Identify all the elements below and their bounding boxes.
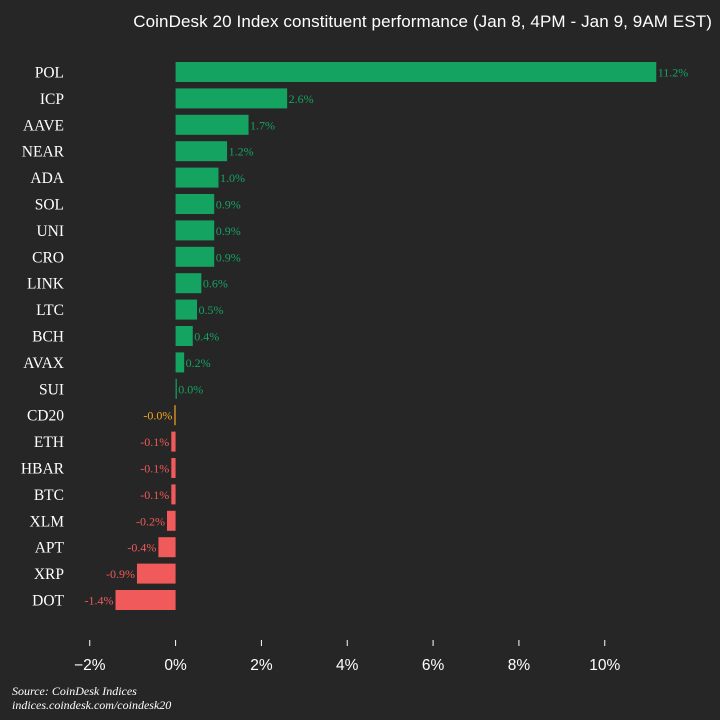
category-label: LTC (36, 302, 64, 319)
bar (175, 167, 219, 188)
value-label: 0.2% (186, 356, 211, 370)
category-label: HBAR (21, 461, 65, 478)
bar (171, 484, 176, 505)
bar (175, 220, 215, 241)
category-label: LINK (27, 276, 65, 293)
category-label: AVAX (23, 355, 64, 372)
bar (175, 273, 202, 294)
x-tick-label: 6% (422, 657, 445, 674)
bar (175, 62, 657, 82)
category-label: NEAR (22, 144, 65, 161)
category-label: UNI (36, 223, 64, 240)
bar (175, 352, 185, 373)
source-note: Source: CoinDesk Indices indices.coindes… (12, 684, 171, 712)
value-label: -0.1% (140, 462, 169, 476)
value-label: 0.9% (216, 198, 241, 212)
value-label: -0.4% (127, 541, 156, 555)
bar (175, 194, 215, 214)
x-tick-label: 8% (508, 657, 531, 674)
bar (175, 299, 198, 320)
bar (171, 458, 176, 478)
category-label: CRO (32, 249, 64, 266)
bar (175, 141, 228, 162)
bar (115, 590, 176, 610)
value-label: 0.5% (199, 303, 224, 317)
category-label: XLM (30, 513, 65, 530)
chart-title: CoinDesk 20 Index constituent performanc… (133, 12, 712, 31)
value-label: 0.6% (203, 277, 228, 291)
value-label: -0.1% (140, 435, 169, 449)
value-label: 0.4% (194, 330, 219, 344)
value-label: -0.2% (136, 514, 165, 528)
category-label: CD20 (27, 408, 64, 425)
bar (175, 326, 193, 346)
category-label: SUI (39, 381, 64, 398)
x-tick-label: 2% (250, 657, 273, 674)
x-tick-label: −2% (74, 657, 106, 674)
bar (167, 510, 176, 531)
category-label: XRP (34, 566, 64, 583)
category-label: BTC (34, 487, 64, 504)
x-tick-label: 10% (589, 657, 620, 674)
bar (175, 378, 177, 399)
category-label: ICP (40, 91, 64, 108)
value-label: 1.0% (220, 171, 245, 185)
value-label: 2.6% (289, 92, 314, 106)
bar (175, 114, 249, 135)
x-tick-label: 4% (336, 657, 359, 674)
category-label: APT (35, 540, 65, 557)
bar (174, 405, 176, 426)
value-label: -1.4% (85, 594, 114, 608)
value-label: 1.2% (229, 145, 254, 159)
category-label: POL (35, 65, 64, 82)
x-tick-label: 0% (164, 657, 187, 674)
value-label: 0.0% (178, 382, 203, 396)
bar (158, 537, 176, 558)
category-label: SOL (35, 197, 64, 214)
value-label: 11.2% (658, 66, 689, 80)
category-label: ETH (34, 434, 64, 451)
source-url: indices.coindesk.com/coindesk20 (12, 698, 172, 712)
value-label: 0.9% (216, 224, 241, 238)
category-label: BCH (32, 329, 64, 346)
source-line: Source: CoinDesk Indices (12, 684, 137, 698)
bar (175, 88, 288, 109)
value-label: 0.9% (216, 250, 241, 264)
value-label: -0.0% (143, 409, 172, 423)
value-label: 1.7% (250, 118, 275, 132)
bar (171, 431, 176, 452)
bar (175, 246, 215, 267)
value-label: -0.9% (106, 567, 135, 581)
bar (136, 563, 176, 584)
category-label: DOT (32, 593, 64, 610)
category-label: ADA (30, 170, 64, 187)
category-label: AAVE (23, 117, 64, 134)
value-label: -0.1% (140, 488, 169, 502)
